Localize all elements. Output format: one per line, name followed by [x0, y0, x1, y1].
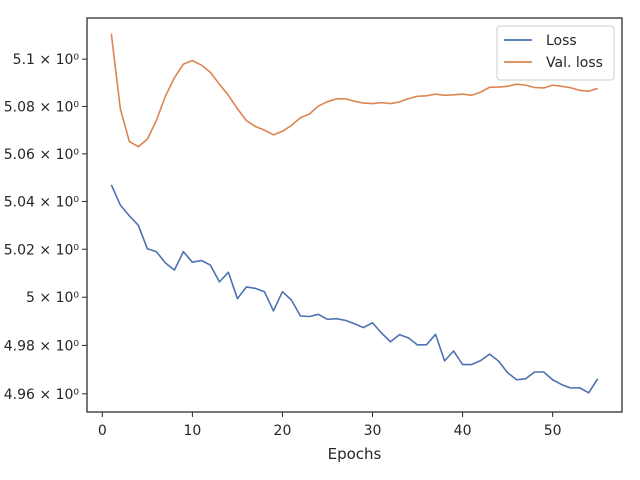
- x-tick-label: 20: [274, 423, 292, 439]
- x-tick-label: 0: [98, 423, 107, 439]
- x-tick-label: 30: [364, 423, 382, 439]
- y-tick-label: 5.02 × 10⁰: [4, 242, 80, 258]
- y-tick-label: 5.08 × 10⁰: [4, 99, 80, 115]
- series-line-val-loss: [110, 33, 598, 148]
- y-tick-label: 4.98 × 10⁰: [4, 338, 80, 354]
- y-tick-label: 5.06 × 10⁰: [4, 147, 80, 163]
- plot-series: [110, 33, 599, 394]
- plot-frame: [86, 17, 623, 413]
- x-tick-label: 40: [454, 423, 472, 439]
- legend-label: Loss: [546, 33, 577, 49]
- x-axis-label: Epochs: [328, 445, 382, 463]
- y-tick-label: 5 × 10⁰: [26, 290, 79, 306]
- x-tick-label: 50: [544, 423, 562, 439]
- y-tick-label: 5.1 × 10⁰: [13, 52, 80, 68]
- legend-label: Val. loss: [546, 55, 603, 71]
- legend: Loss Val. loss: [496, 25, 615, 81]
- x-tick-label: 10: [183, 423, 201, 439]
- x-axis: 0 10 20 30 40 50: [98, 412, 562, 439]
- y-tick-label: 5.04 × 10⁰: [4, 194, 80, 210]
- y-tick-label: 4.96 × 10⁰: [4, 387, 80, 403]
- series-line-loss: [110, 184, 599, 394]
- y-axis: 4.96 × 10⁰ 4.98 × 10⁰ 5 × 10⁰ 5.02 × 10⁰ 5.0…: [4, 52, 87, 403]
